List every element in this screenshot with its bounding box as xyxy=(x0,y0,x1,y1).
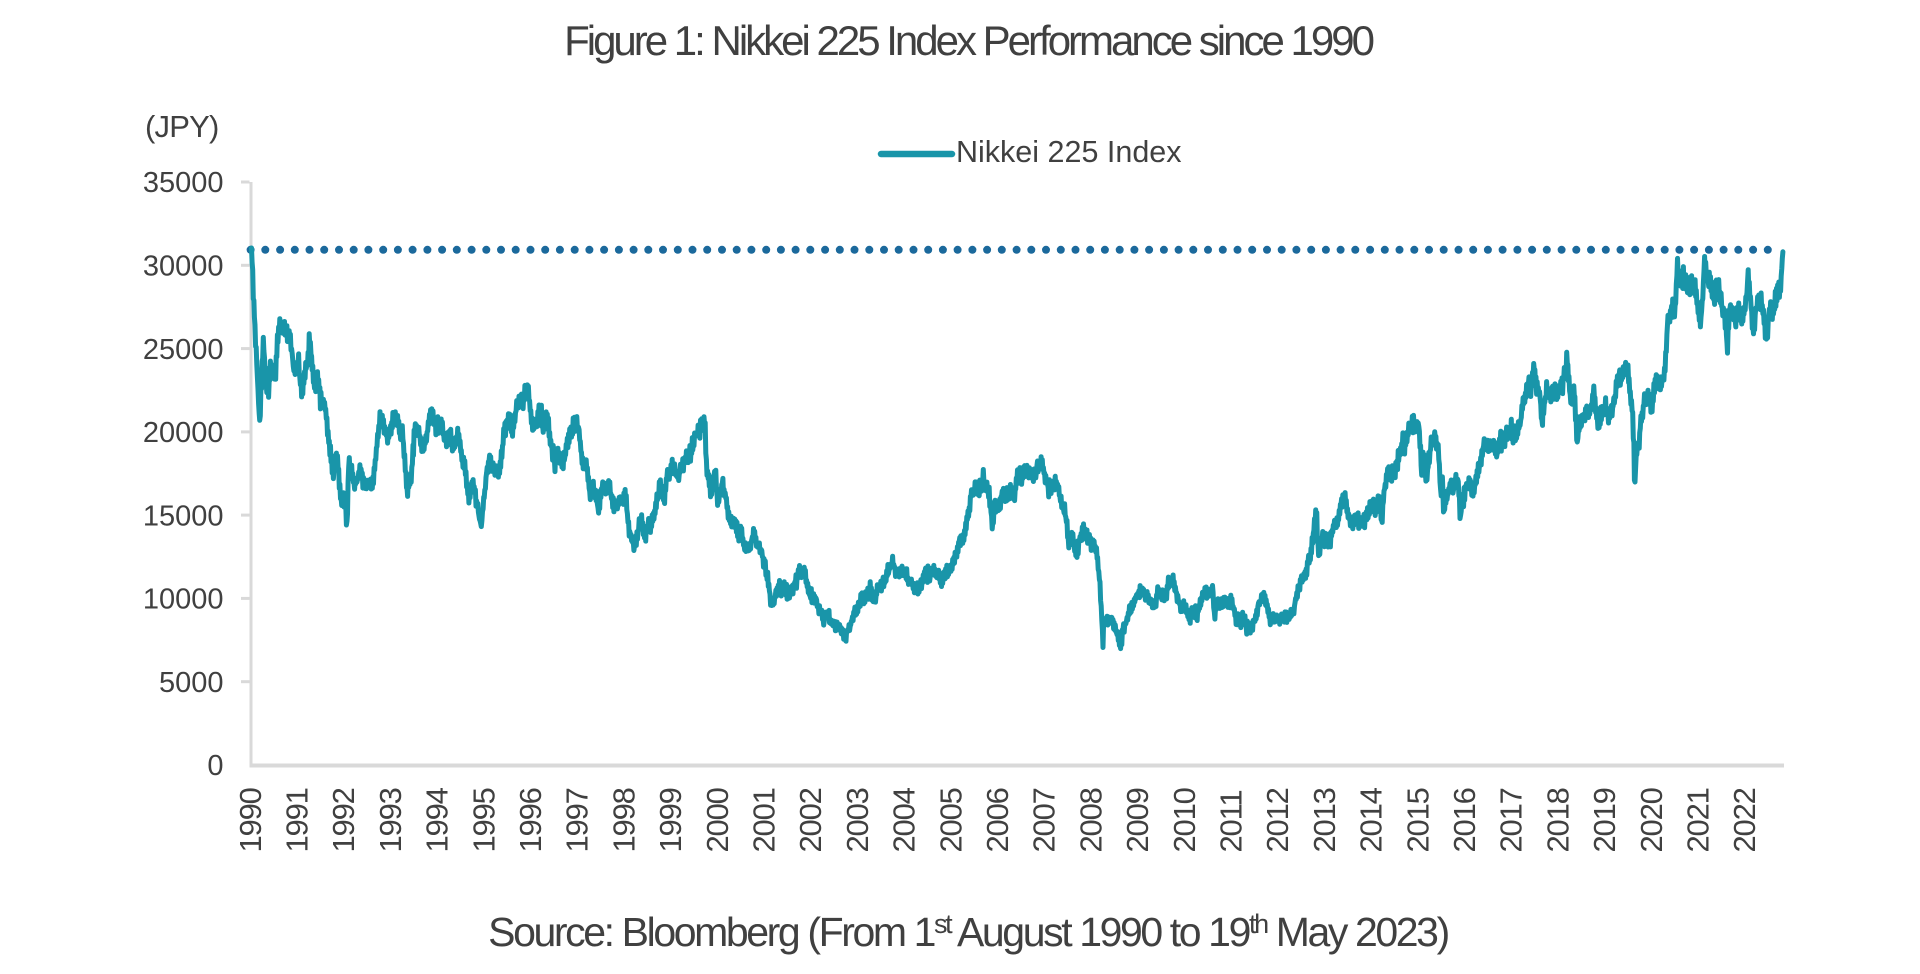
svg-text:2008: 2008 xyxy=(1073,788,1108,852)
svg-text:2016: 2016 xyxy=(1447,788,1482,852)
svg-text:2021: 2021 xyxy=(1681,788,1716,852)
svg-text:2000: 2000 xyxy=(700,787,735,852)
svg-text:2001: 2001 xyxy=(747,788,782,852)
svg-text:30000: 30000 xyxy=(143,251,224,283)
svg-text:2005: 2005 xyxy=(933,788,968,852)
svg-text:1990: 1990 xyxy=(233,787,268,852)
svg-text:(JPY): (JPY) xyxy=(145,109,219,144)
svg-text:1997: 1997 xyxy=(560,788,595,852)
svg-text:2022: 2022 xyxy=(1727,788,1762,852)
svg-text:2013: 2013 xyxy=(1307,788,1342,852)
svg-text:2003: 2003 xyxy=(840,788,875,852)
svg-text:2015: 2015 xyxy=(1400,788,1435,852)
svg-text:2002: 2002 xyxy=(793,788,828,852)
svg-text:20000: 20000 xyxy=(143,417,224,449)
svg-text:2019: 2019 xyxy=(1587,788,1622,852)
svg-text:2014: 2014 xyxy=(1354,787,1389,852)
svg-text:25000: 25000 xyxy=(143,334,224,366)
svg-text:2011: 2011 xyxy=(1214,791,1249,853)
svg-text:2018: 2018 xyxy=(1540,788,1575,852)
svg-text:Nikkei 225 Index: Nikkei 225 Index xyxy=(956,135,1182,169)
svg-text:2012: 2012 xyxy=(1260,788,1295,852)
svg-text:1994: 1994 xyxy=(420,787,455,852)
svg-text:35000: 35000 xyxy=(143,167,224,199)
svg-text:2006: 2006 xyxy=(980,788,1015,852)
svg-text:1996: 1996 xyxy=(513,788,548,852)
svg-text:1999: 1999 xyxy=(653,788,688,852)
svg-text:2017: 2017 xyxy=(1494,788,1529,852)
svg-text:0: 0 xyxy=(207,750,223,782)
svg-text:Figure 1: Nikkei 225 Index Per: Figure 1: Nikkei 225 Index Performance s… xyxy=(564,17,1373,64)
svg-text:Source: Bloomberg (From 1st Au: Source: Bloomberg (From 1st August 1990 … xyxy=(488,909,1448,955)
svg-text:2004: 2004 xyxy=(887,787,922,852)
svg-text:1991: 1991 xyxy=(280,788,315,852)
svg-text:1993: 1993 xyxy=(373,788,408,852)
svg-text:5000: 5000 xyxy=(159,667,224,699)
svg-text:15000: 15000 xyxy=(143,500,224,532)
svg-text:2007: 2007 xyxy=(1027,788,1062,852)
svg-text:10000: 10000 xyxy=(143,584,224,616)
svg-text:1992: 1992 xyxy=(326,788,361,852)
svg-text:1995: 1995 xyxy=(466,788,501,852)
svg-text:1998: 1998 xyxy=(606,788,641,852)
svg-text:2020: 2020 xyxy=(1634,787,1669,852)
svg-text:2009: 2009 xyxy=(1120,788,1155,852)
svg-text:2010: 2010 xyxy=(1167,787,1202,852)
